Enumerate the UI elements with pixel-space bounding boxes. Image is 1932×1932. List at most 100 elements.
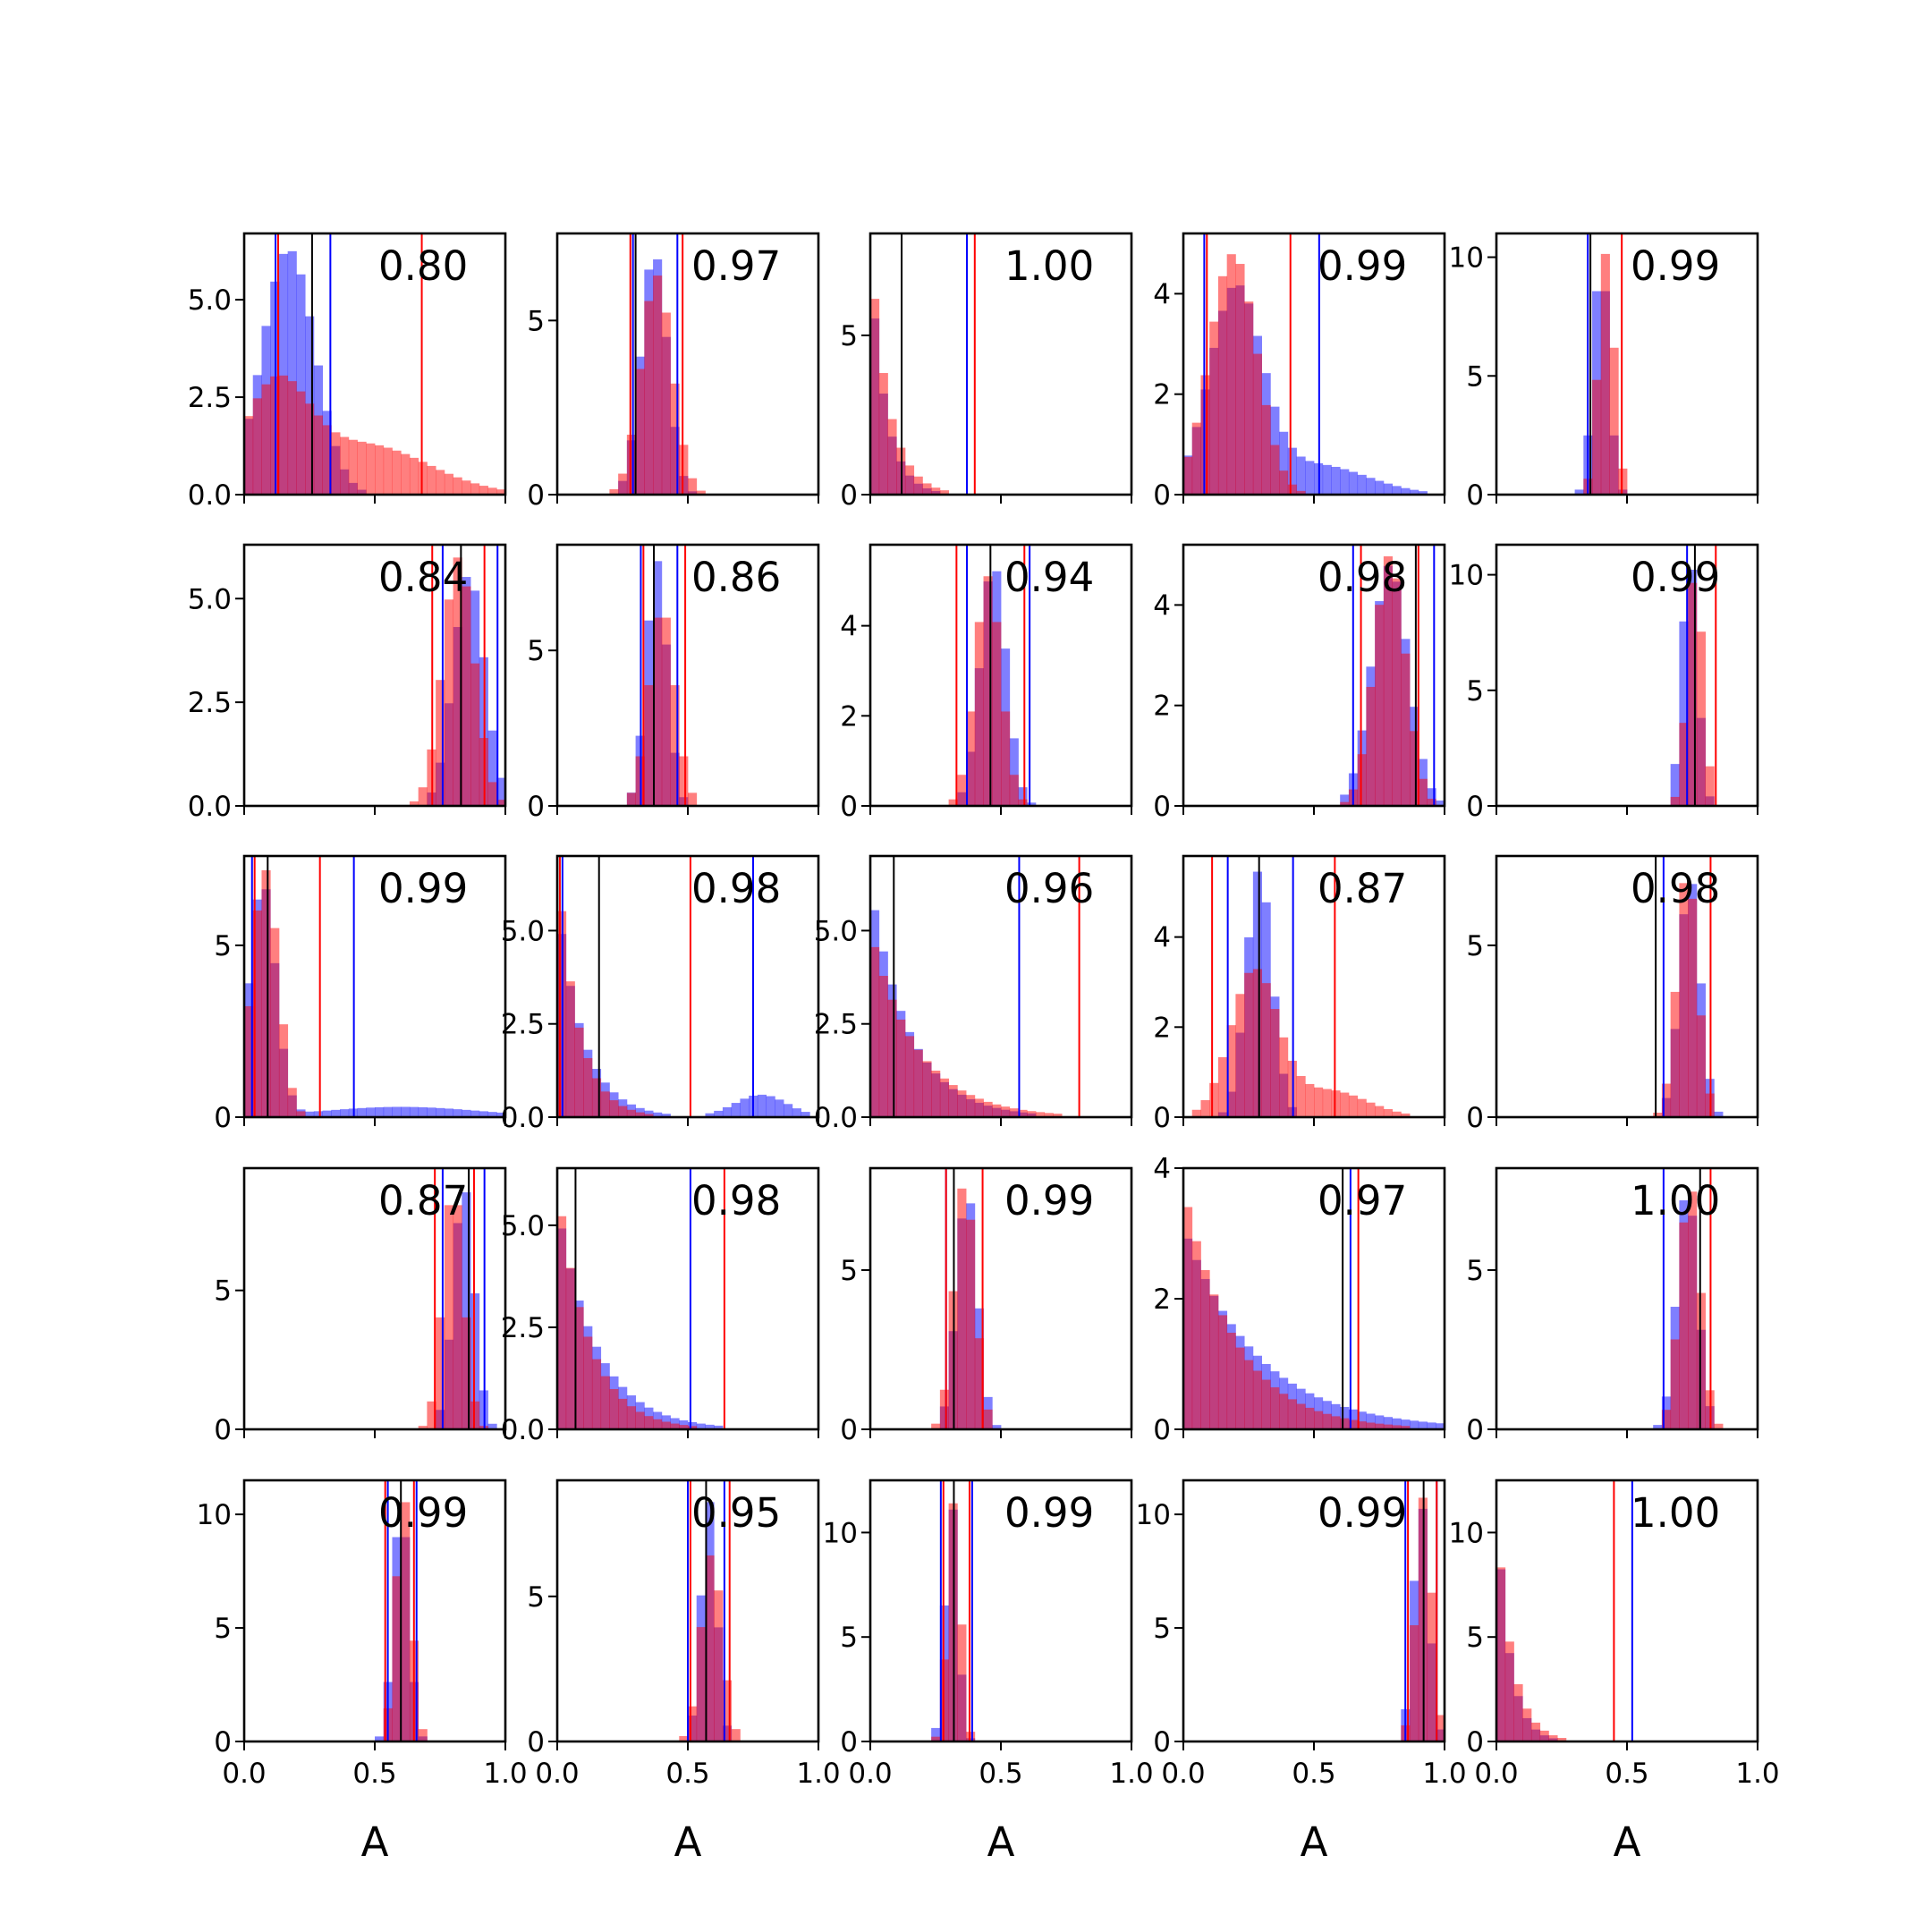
x-axis-label-c1: A bbox=[674, 1818, 702, 1866]
hist-bar-red-p0-b4 bbox=[278, 375, 289, 495]
hist-bar-red-p9-b21 bbox=[1679, 723, 1689, 806]
hist-bar-red-p3-b9 bbox=[1261, 404, 1271, 495]
y-tick-label-p2-0: 0 bbox=[840, 479, 858, 512]
hist-bar-red-p1-b13 bbox=[670, 383, 680, 495]
hist-bar-blue-p11-b19 bbox=[722, 1106, 733, 1117]
hist-bar-red-p21-b18 bbox=[714, 1590, 724, 1741]
y-tick-label-p22-0: 0 bbox=[840, 1726, 858, 1758]
hist-bar-red-p5-b24 bbox=[453, 557, 462, 806]
hist-bar-blue-p0-b6 bbox=[296, 274, 306, 495]
hist-bar-red-p2-b7 bbox=[931, 487, 941, 495]
x-tick-label-p20-0: 0.0 bbox=[222, 1758, 266, 1790]
hist-bar-red-p1-b6 bbox=[609, 488, 619, 495]
x-tick-label-p20-2: 1.0 bbox=[483, 1758, 527, 1790]
y-tick-label-p6-0: 0 bbox=[527, 791, 545, 823]
y-tick-label-p13-2: 4 bbox=[1153, 922, 1171, 954]
y-tick-label-p23-0: 0 bbox=[1153, 1726, 1171, 1758]
hist-bar-red-p5-b23 bbox=[444, 599, 453, 806]
hist-bar-red-p1-b15 bbox=[688, 478, 698, 495]
hist-bar-red-p16-b3 bbox=[583, 1336, 593, 1429]
hist-bar-red-p0-b7 bbox=[305, 403, 315, 495]
hist-bar-red-p21-b14 bbox=[679, 1735, 689, 1741]
hist-bar-red-p3-b6 bbox=[1235, 264, 1245, 495]
hist-bar-red-p13-b1 bbox=[1191, 1109, 1201, 1117]
hist-bar-blue-p16-b16 bbox=[696, 1423, 706, 1429]
hist-bar-red-p23-b29 bbox=[1436, 1715, 1445, 1741]
y-tick-label-p3-1: 2 bbox=[1153, 379, 1171, 411]
hist-bar-red-p10-b2 bbox=[261, 869, 271, 1117]
hist-bar-red-p13-b3 bbox=[1209, 1082, 1219, 1117]
hist-bar-red-p3-b3 bbox=[1209, 321, 1219, 495]
hist-bar-red-p14-b19 bbox=[1661, 1083, 1672, 1117]
y-tick-label-p3-0: 0 bbox=[1153, 479, 1171, 512]
hist-bar-red-p10-b0 bbox=[244, 1005, 254, 1117]
corr-label-p22: 0.99 bbox=[1004, 1489, 1094, 1537]
hist-bar-red-p3-b0 bbox=[1183, 456, 1193, 495]
hist-bar-red-p19-b22 bbox=[1688, 1191, 1698, 1429]
corr-label-p21: 0.95 bbox=[691, 1489, 781, 1537]
hist-bar-red-p3-b11 bbox=[1279, 470, 1289, 495]
hist-bar-blue-p3-b22 bbox=[1375, 480, 1385, 495]
hist-bar-red-p7-b12 bbox=[974, 622, 984, 806]
hist-bar-red-p5-b29 bbox=[496, 800, 506, 806]
hist-bar-blue-p10-b17 bbox=[392, 1106, 402, 1117]
y-tick-label-p15-0: 0 bbox=[214, 1414, 232, 1446]
y-tick-label-p19-0: 0 bbox=[1466, 1414, 1484, 1446]
hist-bar-red-p9-b23 bbox=[1696, 631, 1706, 806]
hist-bar-red-p1-b14 bbox=[679, 445, 689, 495]
hist-bar-red-p16-b4 bbox=[591, 1359, 602, 1429]
hist-bar-blue-p9-b21 bbox=[1679, 621, 1689, 806]
hist-bar-red-p0-b8 bbox=[313, 415, 323, 495]
hist-bar-red-p13-b11 bbox=[1279, 1037, 1289, 1117]
y-tick-label-p5-0: 0.0 bbox=[188, 791, 232, 823]
hist-bar-red-p15-b21 bbox=[427, 1401, 436, 1429]
hist-bar-red-p1-b7 bbox=[618, 473, 628, 495]
y-tick-label-p19-1: 5 bbox=[1466, 1255, 1484, 1287]
y-tick-label-p5-1: 2.5 bbox=[188, 687, 232, 719]
hist-bar-red-p13-b23 bbox=[1383, 1108, 1393, 1117]
hist-bar-red-p20-b20 bbox=[418, 1729, 428, 1741]
hist-bar-red-p0-b11 bbox=[340, 436, 350, 495]
hist-bar-red-p0-b23 bbox=[444, 473, 453, 495]
hist-bar-red-p22-b10 bbox=[957, 1624, 967, 1741]
corr-label-p17: 0.99 bbox=[1004, 1177, 1094, 1224]
hist-bar-blue-p18-b20 bbox=[1357, 1411, 1367, 1429]
hist-bar-red-p12-b10 bbox=[957, 1090, 967, 1117]
hist-bar-red-p6-b15 bbox=[688, 792, 698, 806]
hist-bar-blue-p10-b11 bbox=[340, 1109, 350, 1117]
hist-bar-red-p2-b0 bbox=[870, 299, 880, 495]
hist-bar-red-p13-b15 bbox=[1314, 1087, 1324, 1117]
hist-bar-red-p18-b12 bbox=[1287, 1399, 1297, 1429]
hist-bar-red-p9-b24 bbox=[1705, 766, 1715, 806]
hist-bar-blue-p3-b26 bbox=[1410, 489, 1419, 495]
hist-bar-red-p12-b3 bbox=[896, 1019, 906, 1117]
hist-bar-red-p3-b7 bbox=[1244, 301, 1254, 495]
hist-bar-red-p22-b11 bbox=[966, 1732, 976, 1741]
hist-bar-red-p13-b6 bbox=[1235, 994, 1245, 1117]
hist-bar-red-p13-b16 bbox=[1322, 1089, 1332, 1117]
hist-bar-blue-p16-b14 bbox=[679, 1420, 689, 1429]
hist-bar-red-p18-b10 bbox=[1270, 1387, 1280, 1429]
hist-bar-red-p18-b3 bbox=[1209, 1294, 1219, 1429]
hist-bar-red-p12-b16 bbox=[1009, 1108, 1019, 1117]
hist-bar-red-p19-b23 bbox=[1696, 1292, 1706, 1429]
hist-bar-red-p0-b15 bbox=[375, 445, 385, 495]
y-tick-label-p13-0: 0 bbox=[1153, 1102, 1171, 1134]
hist-bar-blue-p10-b25 bbox=[462, 1109, 471, 1117]
hist-bar-red-p19-b19 bbox=[1661, 1410, 1672, 1429]
hist-bar-red-p12-b15 bbox=[1001, 1106, 1011, 1117]
hist-bar-red-p9-b22 bbox=[1688, 582, 1698, 806]
hist-bar-red-p24-b0 bbox=[1496, 1567, 1506, 1741]
y-tick-label-p22-2: 10 bbox=[823, 1517, 858, 1549]
hist-bar-red-p13-b20 bbox=[1357, 1098, 1367, 1117]
hist-bar-red-p0-b12 bbox=[348, 439, 358, 495]
hist-bar-blue-p10-b26 bbox=[470, 1110, 480, 1117]
hist-bar-red-p16-b0 bbox=[557, 1216, 567, 1429]
hist-bar-red-p3-b13 bbox=[1296, 490, 1306, 495]
hist-bar-red-p16-b2 bbox=[574, 1307, 584, 1429]
hist-bar-red-p17-b7 bbox=[931, 1423, 941, 1429]
hist-bar-blue-p11-b17 bbox=[705, 1113, 715, 1117]
hist-bar-red-p0-b25 bbox=[462, 480, 471, 495]
hist-bar-blue-p17-b14 bbox=[992, 1425, 1002, 1429]
y-tick-label-p4-0: 0 bbox=[1466, 479, 1484, 512]
